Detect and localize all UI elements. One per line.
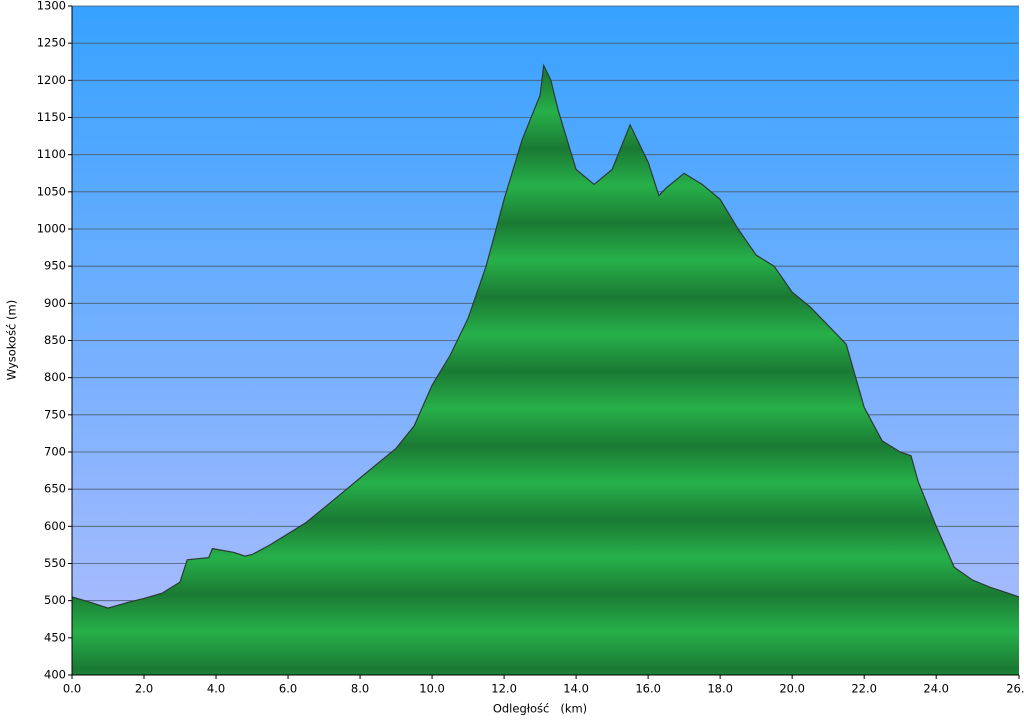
y-tick-label: 900 [44,296,66,310]
x-tick-label: 24.0 [923,682,949,696]
x-tick-label: 2.0 [135,682,153,696]
x-tick-label: 8.0 [351,682,369,696]
x-tick-label: 0.0 [63,682,81,696]
x-tick-label: 16.0 [635,682,661,696]
y-tick-label: 750 [44,407,66,421]
x-tick-label: 6.0 [279,682,297,696]
y-tick-label: 1050 [37,184,66,198]
y-tick-label: 1250 [37,36,66,50]
x-tick-label: 20.0 [779,682,805,696]
y-axis-title: Wysokość (m) [5,300,19,380]
y-tick-label: 1200 [37,73,66,87]
y-tick-label: 800 [44,370,66,384]
x-tick-label: 4.0 [207,682,225,696]
y-tick-label: 400 [44,668,66,682]
elevation-area [72,65,1019,675]
x-tick-label: 14.0 [563,682,589,696]
x-tick-label: 18.0 [707,682,733,696]
y-tick-label: 600 [44,519,66,533]
y-tick-label: 1000 [37,222,66,236]
y-tick-label: 1100 [37,147,66,161]
elevation-line [71,63,1020,609]
x-tick-label: 10.0 [419,682,445,696]
y-tick-label: 700 [44,445,66,459]
y-tick-label: 850 [44,333,66,347]
y-tick-label: 500 [44,593,66,607]
x-axis-title: Odległość (km) [493,702,587,716]
y-tick-label: 650 [44,482,66,496]
y-tick-label: 450 [44,630,66,644]
y-tick-label: 550 [44,556,66,570]
x-tick-label: 26.3 [1006,682,1024,696]
x-tick-label: 22.0 [851,682,877,696]
y-tick-label: 1300 [37,0,66,13]
x-tick-label: 12.0 [491,682,517,696]
y-tick-label: 1150 [37,110,66,124]
y-tick-label: 950 [44,259,66,273]
